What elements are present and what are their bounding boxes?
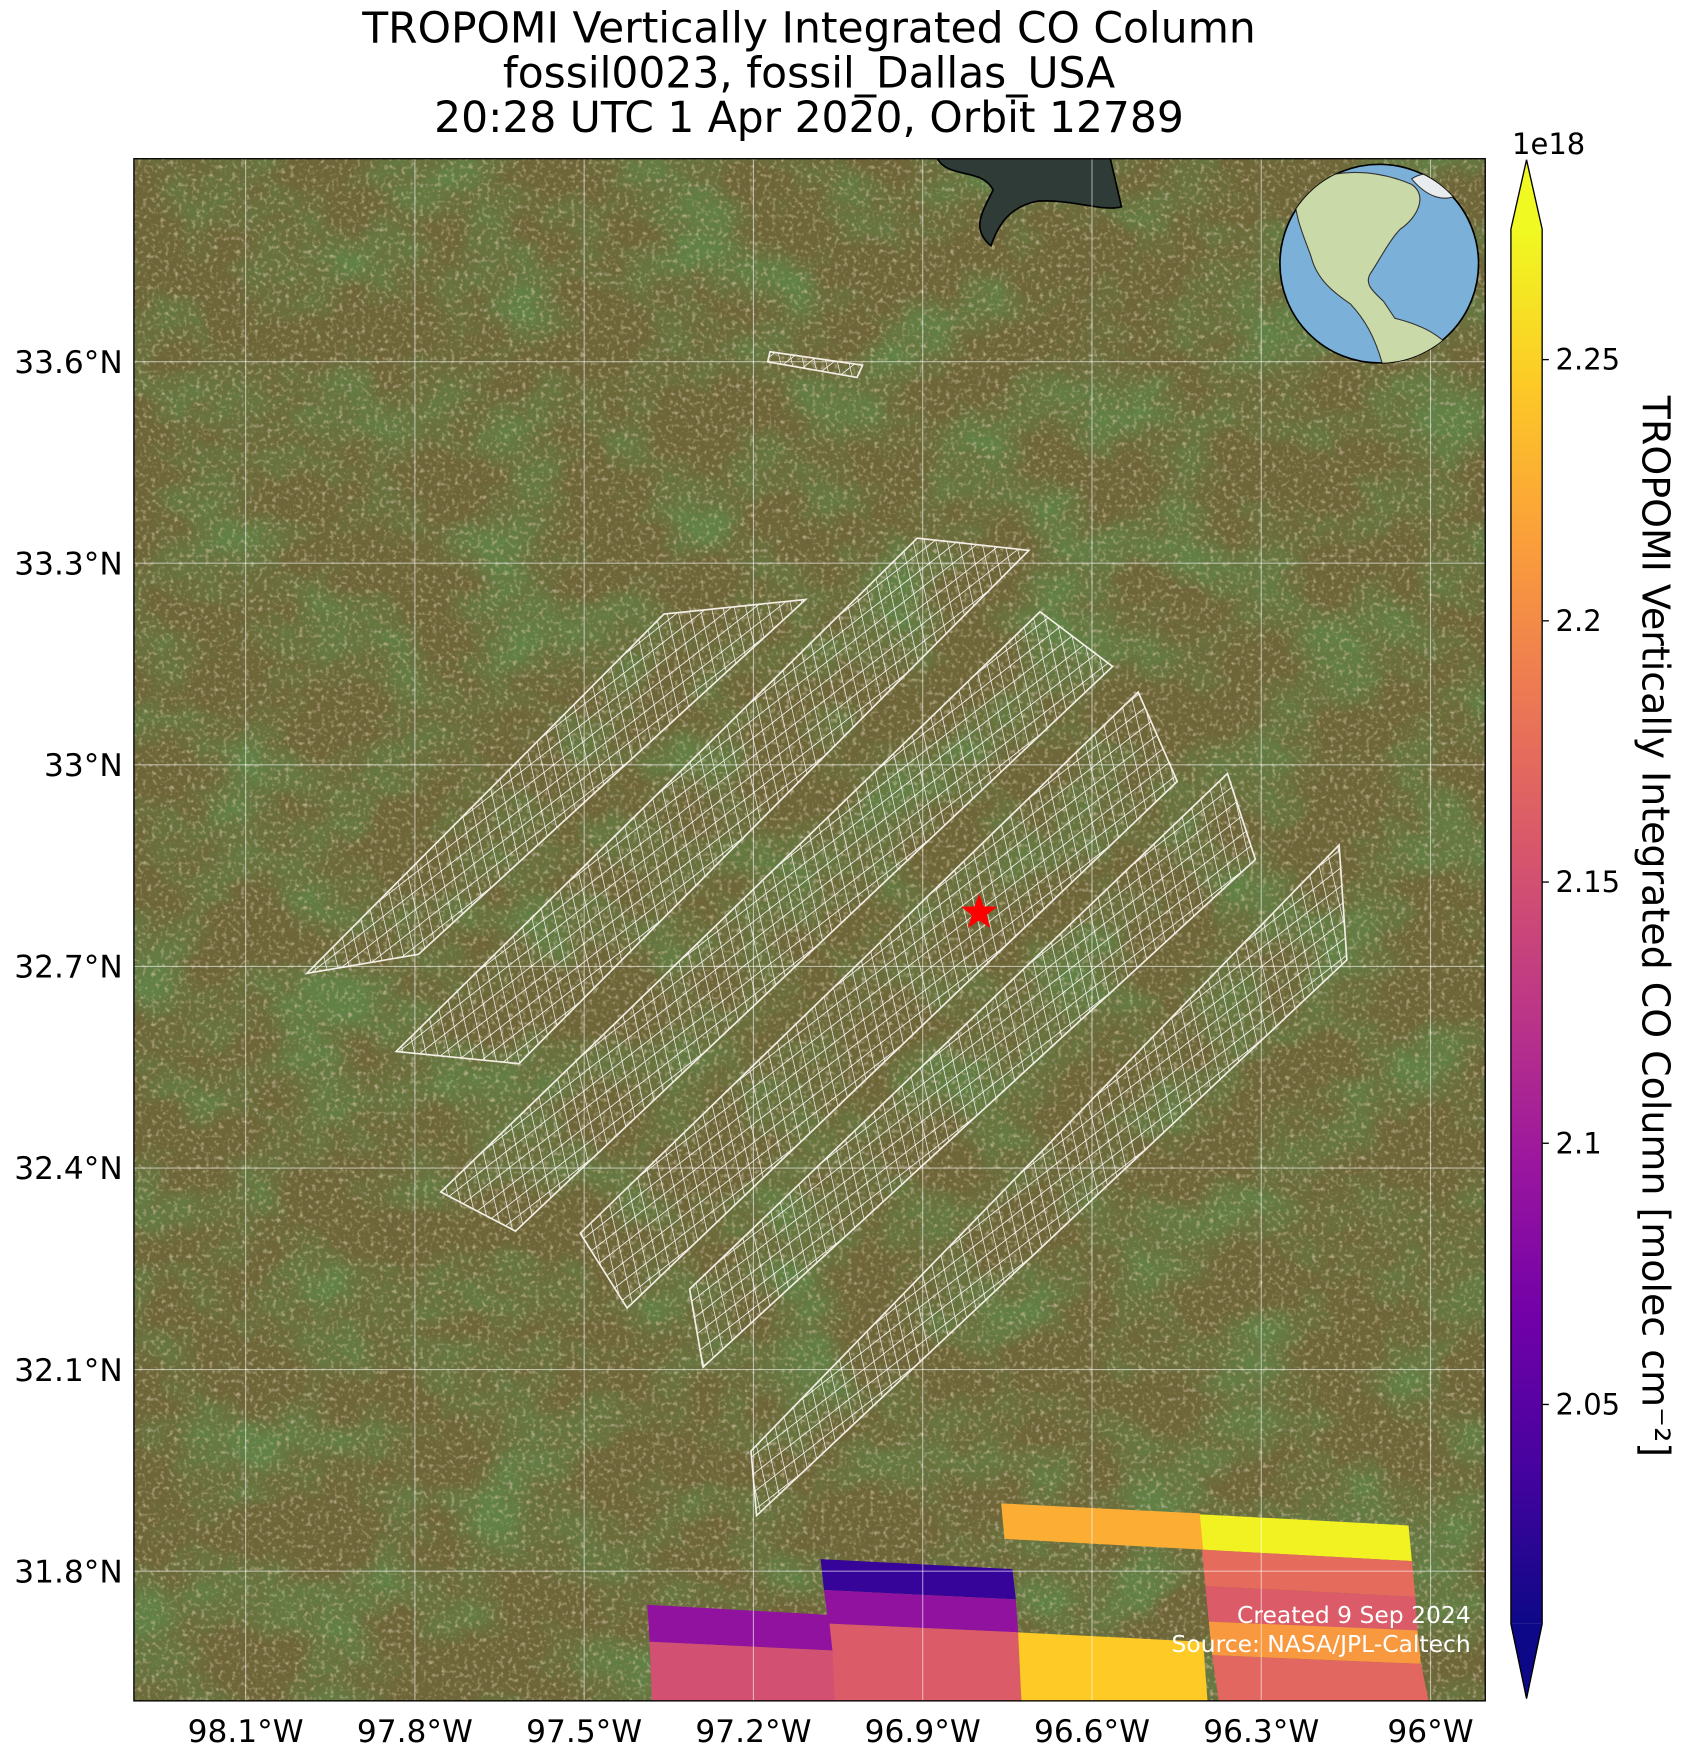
colorbar-tick-label: 2.1 (1556, 1126, 1602, 1160)
footprint (766, 350, 864, 379)
map-background: Created 9 Sep 2024 Source: NASA/JPL-Calt… (133, 158, 1486, 1701)
colorbar-body (1510, 229, 1543, 1624)
co-pixel (823, 1590, 1019, 1633)
title-line: 20:28 UTC 1 Apr 2020, Orbit 12789 (434, 93, 1184, 142)
y-tick-label: 33.3°N (14, 546, 123, 582)
y-tick-label: 33.6°N (14, 345, 123, 381)
note: Source: NASA/JPL-Caltech (1172, 1630, 1471, 1658)
globe-land (1293, 171, 1463, 363)
co-pixel (1205, 1585, 1418, 1631)
site-marker (961, 893, 998, 929)
colorbar-extend-top (1510, 159, 1543, 230)
colorbar-tick-label: 2.15 (1556, 865, 1621, 899)
co-pixel (1212, 1655, 1429, 1701)
title-line: TROPOMI Vertically Integrated CO Column (361, 4, 1255, 53)
colorbar-outline (1510, 159, 1543, 1699)
x-tick-label: 96°W (1387, 1714, 1473, 1748)
footprints (304, 350, 1348, 1518)
map-frame (133, 158, 1486, 1702)
co-pixel (828, 1623, 1022, 1701)
title-line: fossil0023, fossil_Dallas_USA (503, 48, 1115, 97)
footprint (304, 598, 809, 975)
x-tick-label: 97.2°W (695, 1714, 811, 1748)
x-tick-label: 96.9°W (865, 1714, 981, 1748)
x-tick-label: 97.5°W (526, 1714, 642, 1748)
co-pixel (647, 1604, 833, 1651)
grid (133, 158, 1486, 1701)
co-pixel (820, 1559, 1016, 1600)
y-tick-label: 31.8°N (14, 1554, 123, 1590)
footprint (688, 772, 1257, 1369)
colorbar-tick-label: 2.2 (1556, 604, 1602, 638)
co-pixel (1001, 1503, 1204, 1550)
x-tick-label: 97.8°W (357, 1714, 473, 1748)
co-pixel (649, 1641, 835, 1701)
x-tick-label: 98.1°W (188, 1714, 304, 1748)
footprint (439, 610, 1114, 1233)
y-tick-label: 32.1°N (14, 1353, 123, 1389)
colorbar-tick-label: 2.05 (1556, 1388, 1621, 1422)
colorbar: 1e18 TROPOMI Vertically Integrated CO Co… (1510, 127, 1678, 1699)
title: TROPOMI Vertically Integrated CO Column … (361, 4, 1255, 142)
pixels (647, 1503, 1429, 1701)
y-tick-label: 33°N (44, 748, 123, 784)
axes: 98.1°W 97.8°W 97.5°W 97.2°W 96.9°W 96.6°W 96.3… (14, 345, 1473, 1748)
footprint (579, 690, 1179, 1310)
co-pixel (1202, 1549, 1416, 1597)
colorbar-tick-label: 2.25 (1556, 343, 1621, 377)
colorbar-extend-bottom (1510, 1623, 1543, 1699)
co-pixel (1196, 1514, 1412, 1562)
x-tick-label: 96.3°W (1203, 1714, 1319, 1748)
note: Created 9 Sep 2024 (1237, 1601, 1471, 1629)
footprint (394, 537, 1031, 1065)
y-tick-label: 32.7°N (14, 950, 123, 986)
colorbar-offset: 1e18 (1512, 127, 1585, 161)
co-pixel (1208, 1621, 1421, 1664)
x-tick-label: 96.6°W (1034, 1714, 1150, 1748)
lake (936, 158, 1123, 248)
co-pixel (1018, 1632, 1208, 1701)
colorbar-label: TROPOMI Vertically Integrated CO Column … (1634, 395, 1678, 1457)
site-layer (961, 893, 998, 929)
footprint (750, 843, 1348, 1518)
inset-globe (1279, 163, 1480, 364)
y-tick-label: 32.4°N (14, 1151, 123, 1187)
